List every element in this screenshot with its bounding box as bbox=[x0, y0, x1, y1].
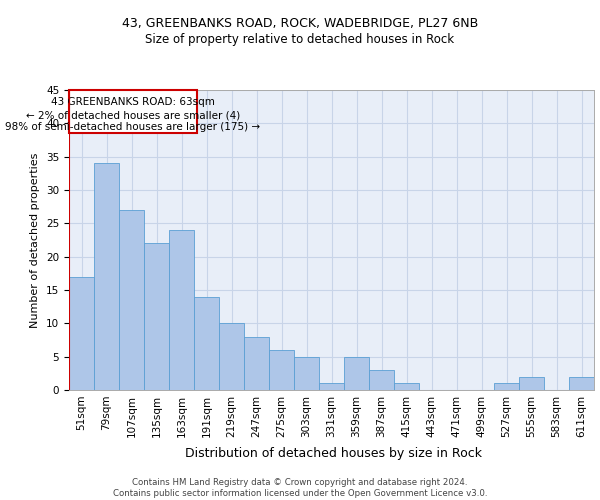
Bar bbox=[494, 384, 519, 390]
Text: 43, GREENBANKS ROAD, ROCK, WADEBRIDGE, PL27 6NB: 43, GREENBANKS ROAD, ROCK, WADEBRIDGE, P… bbox=[122, 18, 478, 30]
Text: 98% of semi-detached houses are larger (175) →: 98% of semi-detached houses are larger (… bbox=[5, 122, 260, 132]
Bar bbox=[144, 244, 169, 390]
Text: ← 2% of detached houses are smaller (4): ← 2% of detached houses are smaller (4) bbox=[26, 110, 240, 120]
Bar bbox=[194, 296, 219, 390]
Y-axis label: Number of detached properties: Number of detached properties bbox=[31, 152, 40, 328]
Bar bbox=[94, 164, 119, 390]
Bar bbox=[319, 384, 344, 390]
Bar bbox=[269, 350, 294, 390]
Bar bbox=[169, 230, 194, 390]
Bar bbox=[294, 356, 319, 390]
Text: 43 GREENBANKS ROAD: 63sqm: 43 GREENBANKS ROAD: 63sqm bbox=[51, 97, 215, 107]
Text: Contains HM Land Registry data © Crown copyright and database right 2024.
Contai: Contains HM Land Registry data © Crown c… bbox=[113, 478, 487, 498]
Bar bbox=[569, 376, 594, 390]
Bar bbox=[119, 210, 144, 390]
Bar bbox=[219, 324, 244, 390]
Bar bbox=[344, 356, 369, 390]
Text: Distribution of detached houses by size in Rock: Distribution of detached houses by size … bbox=[185, 448, 482, 460]
Bar bbox=[69, 90, 197, 134]
Bar bbox=[244, 336, 269, 390]
Bar bbox=[69, 276, 94, 390]
Bar bbox=[369, 370, 394, 390]
Bar bbox=[519, 376, 544, 390]
Text: Size of property relative to detached houses in Rock: Size of property relative to detached ho… bbox=[145, 32, 455, 46]
Bar bbox=[394, 384, 419, 390]
